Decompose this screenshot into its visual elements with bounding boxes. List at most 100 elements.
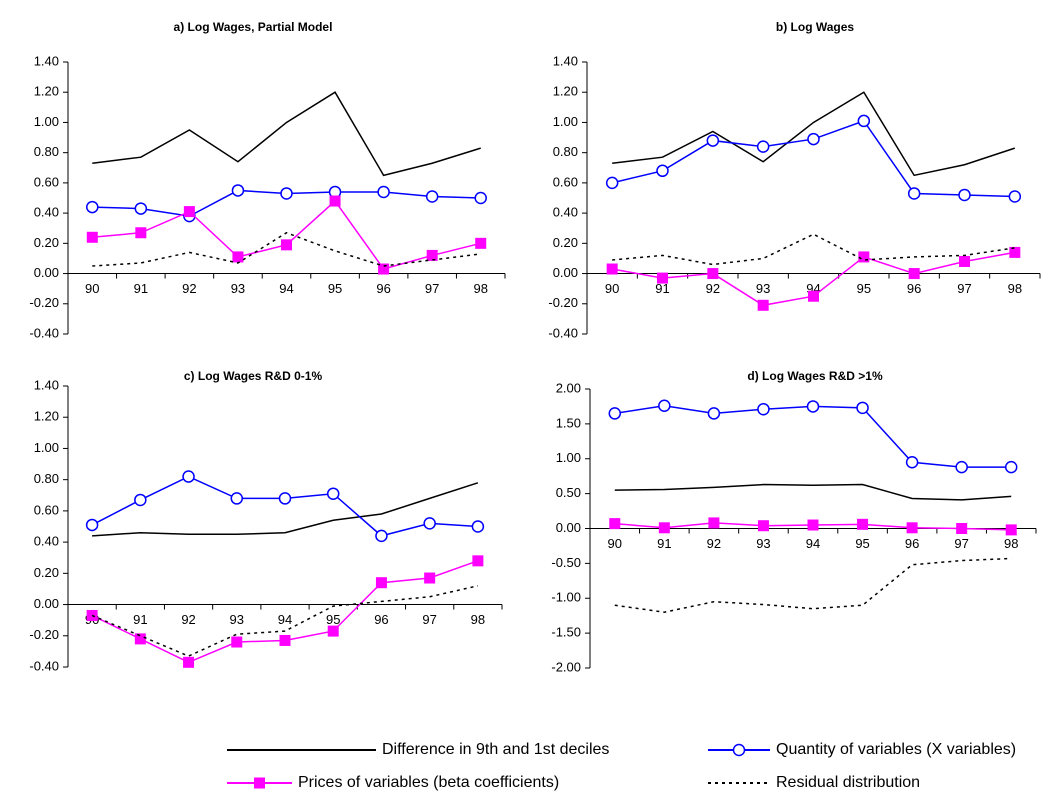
- point-marker: [658, 399, 671, 412]
- point-marker: [856, 401, 869, 415]
- panel-title: a) Log Wages, Partial Model: [174, 20, 333, 34]
- x-tick-label: 95: [857, 281, 871, 296]
- point-marker: [230, 492, 244, 505]
- point-marker: [375, 529, 388, 543]
- point-marker: [1004, 460, 1018, 474]
- y-tick-label: 1.20: [34, 409, 59, 424]
- x-tick-label: 95: [855, 536, 869, 551]
- point-marker: [232, 251, 244, 263]
- point-marker: [608, 407, 622, 420]
- y-tick-label: -0.20: [29, 627, 59, 642]
- x-tick-label: 98: [473, 281, 487, 296]
- series-line: [91, 475, 478, 537]
- point-marker: [807, 132, 820, 146]
- y-tick-label: -0.40: [29, 658, 59, 673]
- point-marker: [134, 633, 146, 645]
- x-tick-label: 97: [425, 281, 439, 296]
- series-line: [614, 404, 1012, 468]
- point-marker: [472, 555, 484, 567]
- panel-title: d) Log Wages R&D >1%: [747, 369, 883, 383]
- point-marker: [757, 402, 770, 416]
- point-marker: [1008, 190, 1022, 203]
- x-tick-label: 90: [608, 536, 622, 551]
- y-tick-label: -0.20: [29, 295, 59, 310]
- point-marker: [807, 519, 819, 531]
- y-tick-label: -2.00: [551, 659, 581, 674]
- x-tick-label: 91: [133, 612, 147, 627]
- x-tick-label: 96: [376, 281, 390, 296]
- y-tick-label: 0.80: [553, 144, 578, 159]
- y-tick-label: 1.20: [553, 84, 578, 99]
- point-marker: [857, 114, 871, 128]
- y-tick-label: 0.40: [34, 205, 59, 220]
- x-tick-label: 97: [422, 612, 436, 627]
- x-tick-label: 96: [905, 536, 919, 551]
- legend: Difference in 9th and 1st deciles Quantit…: [227, 741, 1016, 791]
- point-marker: [857, 518, 869, 530]
- point-marker: [475, 237, 487, 249]
- point-marker: [708, 517, 720, 529]
- y-tick-label: 0.00: [556, 520, 581, 535]
- point-marker: [808, 290, 819, 302]
- point-marker: [281, 239, 292, 251]
- series-line: [92, 482, 479, 537]
- point-marker: [134, 202, 148, 215]
- series-line: [92, 231, 481, 267]
- x-tick-label: 91: [657, 536, 671, 551]
- y-tick-label: 1.40: [34, 377, 59, 392]
- point-marker: [423, 517, 436, 530]
- x-tick-label: 94: [279, 281, 293, 296]
- point-marker: [609, 518, 621, 530]
- point-marker: [134, 493, 147, 507]
- point-marker: [231, 184, 245, 197]
- point-marker: [732, 743, 746, 757]
- y-tick-label: 0.60: [34, 502, 59, 517]
- point-marker: [657, 272, 668, 284]
- point-marker: [182, 470, 195, 483]
- x-tick-label: 90: [605, 281, 619, 296]
- y-tick-label: -0.20: [548, 295, 578, 310]
- point-marker: [86, 231, 98, 243]
- panel: d) Log Wages R&D >1% -2.00 -1.50 -1.00 -0.50…: [551, 369, 1037, 674]
- panel: c) Log Wages R&D 0-1% -0.40 -0.20 0.00 0.20 0…: [29, 369, 503, 673]
- x-tick-label: 93: [756, 536, 770, 551]
- point-marker: [254, 777, 265, 789]
- x-tick-label: 92: [706, 281, 720, 296]
- y-tick-label: 1.40: [553, 53, 578, 68]
- point-marker: [1005, 524, 1017, 536]
- point-marker: [183, 206, 195, 218]
- y-tick-label: 0.50: [556, 485, 581, 500]
- point-marker: [959, 255, 970, 267]
- x-tick-label: 96: [907, 281, 921, 296]
- point-marker: [908, 268, 920, 280]
- y-tick-label: -0.50: [551, 555, 581, 570]
- x-tick-label: 98: [1004, 536, 1018, 551]
- y-tick-label: 1.00: [34, 114, 59, 129]
- x-tick-label: 94: [806, 536, 820, 551]
- point-marker: [280, 187, 293, 200]
- panel: a) Log Wages, Partial Model -0.40 -0.20 0.0…: [29, 20, 506, 340]
- point-marker: [471, 520, 485, 533]
- legend-label: Prices of variables (beta coefficients): [298, 774, 559, 791]
- point-marker: [377, 185, 390, 199]
- point-marker: [606, 263, 618, 275]
- y-tick-label: -0.40: [548, 325, 578, 340]
- x-tick-label: 93: [231, 281, 245, 296]
- point-marker: [958, 188, 971, 202]
- y-tick-label: 0.00: [34, 265, 59, 280]
- point-marker: [907, 187, 921, 200]
- point-marker: [326, 487, 340, 500]
- x-tick-label: 90: [85, 281, 99, 296]
- point-marker: [231, 636, 243, 648]
- series-line: [612, 233, 1015, 266]
- x-tick-label: 92: [182, 281, 196, 296]
- point-marker: [378, 263, 390, 275]
- point-marker: [327, 625, 339, 637]
- point-marker: [474, 191, 487, 205]
- y-tick-label: 1.00: [553, 114, 578, 129]
- point-marker: [756, 140, 770, 153]
- x-tick-label: 93: [230, 612, 244, 627]
- legend-label: Quantity of variables (X variables): [776, 741, 1016, 758]
- point-marker: [906, 522, 918, 534]
- panel-title: c) Log Wages R&D 0-1%: [184, 369, 323, 383]
